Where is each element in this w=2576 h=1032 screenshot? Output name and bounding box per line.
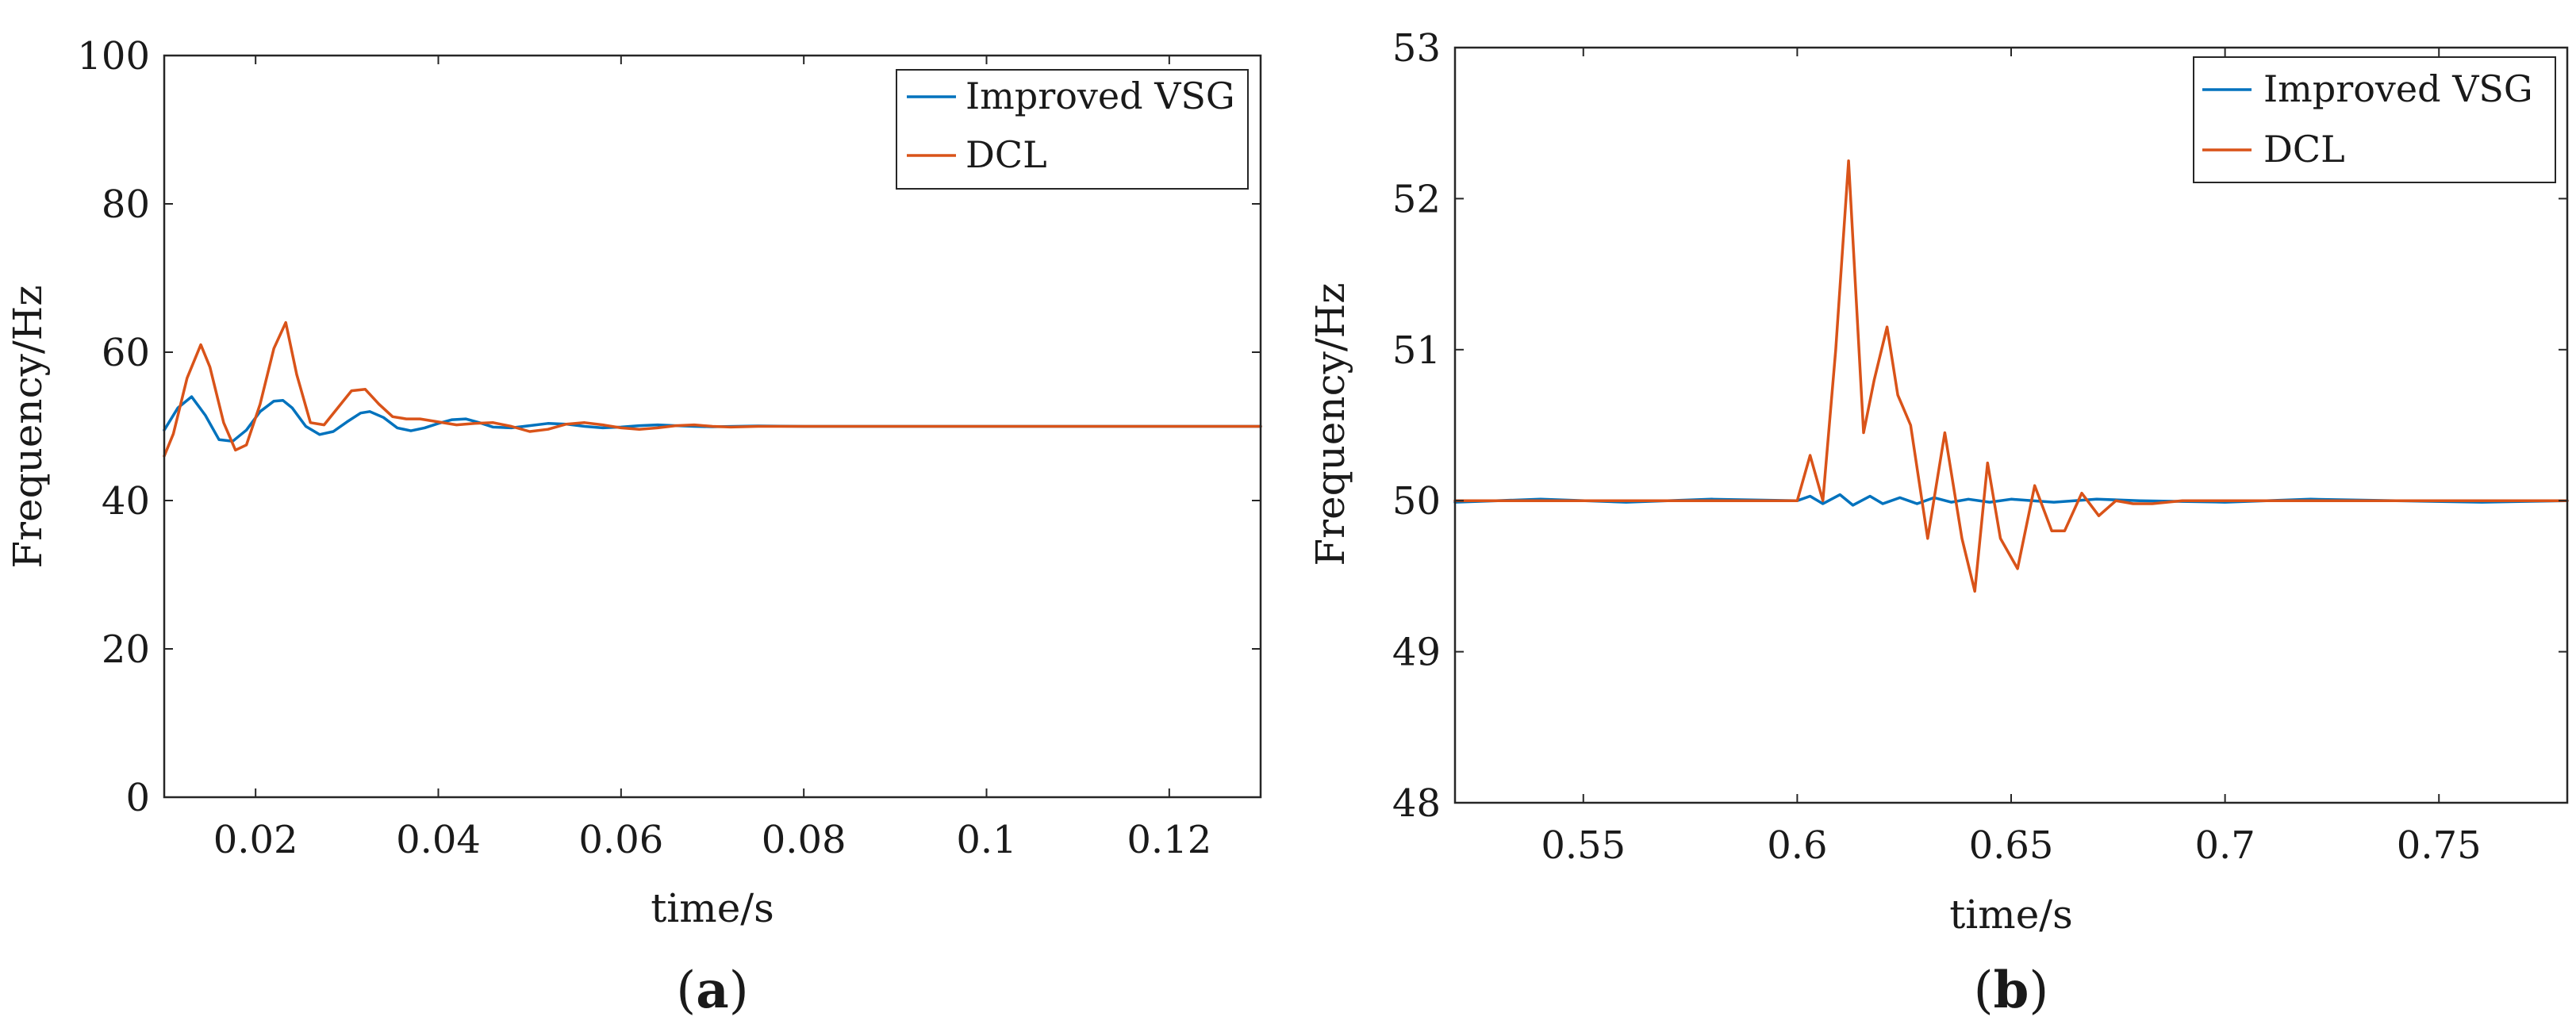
- y-tick-label: 50: [1392, 479, 1441, 524]
- y-tick-label: 0: [125, 776, 150, 820]
- x-tick-label: 0.75: [2397, 823, 2482, 868]
- y-tick-label: 49: [1392, 631, 1441, 675]
- x-axis-label: time/s: [1949, 892, 2073, 938]
- series-layer: [1453, 159, 2569, 593]
- x-tick-label: 0.1: [956, 818, 1016, 862]
- x-tick-label: 0.12: [1127, 818, 1211, 862]
- plot-frame: [163, 54, 1262, 799]
- y-axis-label: Frequency/Hz: [1307, 282, 1353, 566]
- ticks-layer: 0.55 0.6 0.65 0.7 0.75 48 49 50 51 52 53: [1392, 26, 2567, 868]
- y-tick-label: 80: [102, 182, 150, 227]
- legend-label-improved-vsg: Improved VSG: [2263, 67, 2533, 110]
- x-tick-label: 0.6: [1767, 823, 1827, 868]
- x-tick-label: 0.08: [762, 818, 847, 862]
- y-tick-label: 100: [77, 34, 150, 79]
- x-tick-label: 0.7: [2194, 823, 2255, 868]
- y-axis-label: Frequency/Hz: [5, 285, 51, 568]
- series-layer: [163, 320, 1262, 458]
- legend-box: [896, 69, 1249, 190]
- legend-label-dcl: DCL: [2263, 128, 2345, 171]
- x-tick-label: 0.06: [578, 818, 663, 862]
- x-tick-label: 0.04: [396, 818, 481, 862]
- chart-panel-b: 0.55 0.6 0.65 0.7 0.75 48 49 50 51 52 53 time/s Fr…: [1307, 26, 2569, 1020]
- x-tick-label: 0.65: [1969, 823, 2054, 868]
- y-tick-label: 60: [102, 331, 150, 375]
- chart-panel-a: 0.02 0.04 0.06 0.08 0.1 0.12 0 20 40 60 80 100 time…: [5, 34, 1262, 1020]
- y-tick-label: 53: [1392, 26, 1441, 71]
- series-line-dcl: [1453, 159, 2569, 593]
- series-line-dcl: [163, 320, 1262, 458]
- panel-label: (a): [676, 961, 748, 1020]
- legend-box: [2193, 56, 2556, 183]
- legend-label-dcl: DCL: [966, 133, 1047, 176]
- y-tick-label: 52: [1392, 177, 1441, 221]
- panel-label: (b): [1974, 961, 2049, 1020]
- legend: Improved VSG DCL: [2193, 56, 2556, 183]
- x-tick-label: 0.02: [213, 818, 298, 862]
- y-tick-label: 40: [102, 479, 150, 524]
- y-tick-label: 48: [1392, 781, 1441, 826]
- legend: Improved VSG DCL: [896, 69, 1249, 190]
- legend-label-improved-vsg: Improved VSG: [966, 75, 1235, 117]
- y-tick-label: 20: [102, 627, 150, 672]
- x-tick-label: 0.55: [1541, 823, 1626, 868]
- ticks-layer: 0.02 0.04 0.06 0.08 0.1 0.12 0 20 40 60 80 100: [77, 34, 1261, 862]
- x-axis-label: time/s: [651, 885, 774, 931]
- y-tick-label: 51: [1392, 328, 1441, 373]
